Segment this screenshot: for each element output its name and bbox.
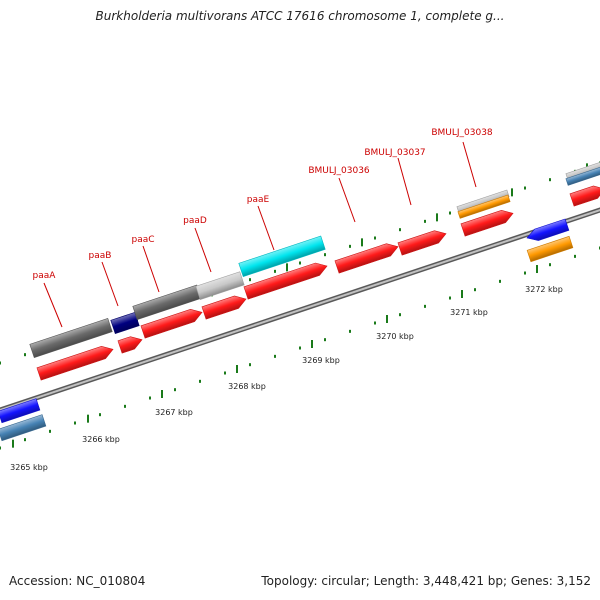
arrow-paaD[interactable]	[201, 293, 248, 320]
gene-label-bmulj-03036[interactable]: BMULJ_03036	[308, 166, 370, 176]
inner-tick-track	[0, 246, 600, 450]
gene-features[interactable]	[0, 160, 600, 442]
leader-line	[338, 177, 356, 223]
leader-line	[462, 141, 477, 188]
kbp-label: 3267 kbp	[155, 408, 193, 417]
inner-steel-left-shape[interactable]	[0, 414, 47, 442]
arrow-bmulj-03036[interactable]	[334, 241, 400, 274]
arrow-paaA[interactable]	[36, 343, 115, 381]
gene-paaA-bar-shape[interactable]	[29, 317, 113, 359]
gene-label-bmulj-03037[interactable]: BMULJ_03037	[364, 148, 425, 158]
feature-right-edge-steel[interactable]	[565, 165, 600, 186]
gene-paaE-bar[interactable]	[238, 235, 326, 278]
arrow-paaD-shape[interactable]	[201, 293, 248, 320]
inner-orange-bar[interactable]	[526, 235, 574, 263]
gene-paaD-bar-shape[interactable]	[195, 271, 245, 301]
map-title: Burkholderia multivorans ATCC 17616 chro…	[95, 9, 505, 23]
gene-paaB-bar-shape[interactable]	[110, 311, 140, 335]
gene-label-paaD[interactable]: paaD	[183, 216, 207, 226]
inner-blue-arrow-shape[interactable]	[525, 218, 570, 244]
kbp-label: 3268 kbp	[228, 382, 266, 391]
gene-label-bmulj-03038[interactable]: BMULJ_03038	[431, 128, 493, 138]
arrow-paaC-shape[interactable]	[140, 306, 204, 339]
arrow-bmulj-03036-shape[interactable]	[334, 241, 400, 274]
kbp-label: 3272 kbp	[525, 285, 563, 294]
gene-label-leaders	[43, 141, 477, 328]
leader-line	[101, 261, 119, 307]
leader-line	[397, 157, 412, 206]
feature-right-edge-steel-shape[interactable]	[565, 165, 600, 186]
gene-label-paaB[interactable]: paaB	[89, 251, 112, 261]
arrow-paaC[interactable]	[140, 306, 204, 339]
gene-paaE-bar-shape[interactable]	[238, 235, 326, 278]
kbp-label: 3265 kbp	[10, 463, 48, 472]
gene-label-paaC[interactable]: paaC	[131, 235, 154, 245]
arrow-paaB-shape[interactable]	[117, 334, 144, 354]
gene-label-paaE[interactable]: paaE	[247, 195, 270, 205]
gene-bmulj-03038-sub-shape[interactable]	[457, 194, 511, 219]
backbone-highlight	[0, 208, 600, 412]
kbp-label: 3269 kbp	[302, 356, 340, 365]
inner-steel-left[interactable]	[0, 414, 47, 442]
kbp-label: 3271 kbp	[450, 308, 488, 317]
arrow-bmulj-03038-shape[interactable]	[460, 207, 515, 237]
kbp-label: 3266 kbp	[82, 435, 120, 444]
genome-summary-text: Topology: circular; Length: 3,448,421 bp…	[261, 574, 591, 588]
arrow-paaA-shape[interactable]	[36, 343, 115, 381]
leader-line	[194, 227, 212, 273]
kbp-label: 3270 kbp	[376, 332, 414, 341]
gene-paaB-bar[interactable]	[110, 311, 140, 335]
arrow-bmulj-03037[interactable]	[397, 228, 448, 256]
arrow-right-edge-shape[interactable]	[569, 183, 600, 207]
inner-blue-left[interactable]	[0, 398, 41, 424]
inner-blue-left-shape[interactable]	[0, 398, 41, 424]
gene-label-paaA[interactable]: paaA	[33, 271, 57, 281]
inner-blue-arrow[interactable]	[525, 218, 570, 244]
arrow-bmulj-03037-shape[interactable]	[397, 228, 448, 256]
arrow-bmulj-03038[interactable]	[460, 207, 515, 237]
gene-paaA-bar[interactable]	[29, 317, 113, 359]
arrow-paaE[interactable]	[243, 260, 329, 300]
kbp-scale-labels: 3265 kbp 3266 kbp 3267 kbp 3268 kbp 3269…	[10, 285, 563, 472]
gene-labels: paaA paaB paaC paaD paaE BMULJ_03036 BMU…	[33, 128, 493, 281]
arrow-paaB[interactable]	[117, 334, 144, 354]
gene-bmulj-03038-sub[interactable]	[457, 194, 511, 219]
chromosome-backbone	[0, 207, 600, 413]
leader-line	[43, 282, 63, 328]
gene-paaD-bar[interactable]	[195, 271, 245, 301]
leader-line	[257, 205, 275, 251]
accession-text: Accession: NC_010804	[9, 574, 146, 588]
leader-line	[142, 245, 160, 293]
arrow-right-edge[interactable]	[569, 183, 600, 207]
inner-orange-bar-shape[interactable]	[526, 235, 574, 263]
arrow-paaE-shape[interactable]	[243, 260, 329, 300]
